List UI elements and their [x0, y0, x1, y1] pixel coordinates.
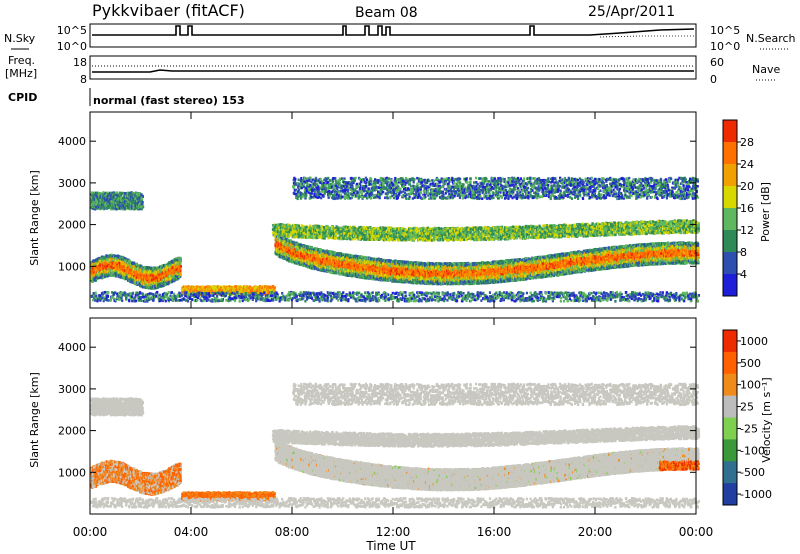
nave-tick-bottom: 0 [710, 73, 717, 86]
nsearch-tick-top: 10^5 [710, 24, 740, 37]
freq-trace [92, 70, 694, 72]
freq-label-line2: [MHz] [5, 67, 37, 80]
beam-label: Beam 08 [355, 5, 418, 21]
freq-tick-bottom: 8 [80, 73, 87, 86]
nsearch-tick-bottom: 10^0 [710, 40, 740, 53]
freq-panel-frame [90, 56, 696, 79]
nsearch-trace [600, 36, 694, 37]
freq-tick-top: 18 [73, 56, 87, 69]
date-label: 25/Apr/2011 [588, 4, 675, 20]
nave-tick-top: 60 [710, 56, 724, 69]
nsky-tick-top: 10^5 [57, 24, 87, 37]
freq-label-line1: Freq. [8, 54, 35, 67]
plot-title: Pykkvibaer (fitACF) [92, 1, 245, 20]
nsky-tick-bottom: 10^0 [57, 40, 87, 53]
nave-label: Nave [752, 63, 780, 76]
nsearch-label: N.Search [746, 32, 796, 45]
nsky-trace [92, 26, 694, 35]
power-scatter-data [90, 177, 700, 303]
cpid-text: normal (fast stereo) 153 [93, 94, 245, 107]
radar-summary-plot: Pykkvibaer (fitACF) Beam 08 25/Apr/2011 … [0, 0, 800, 554]
nsky-label: N.Sky [4, 32, 36, 45]
cpid-label: CPID [8, 91, 37, 104]
